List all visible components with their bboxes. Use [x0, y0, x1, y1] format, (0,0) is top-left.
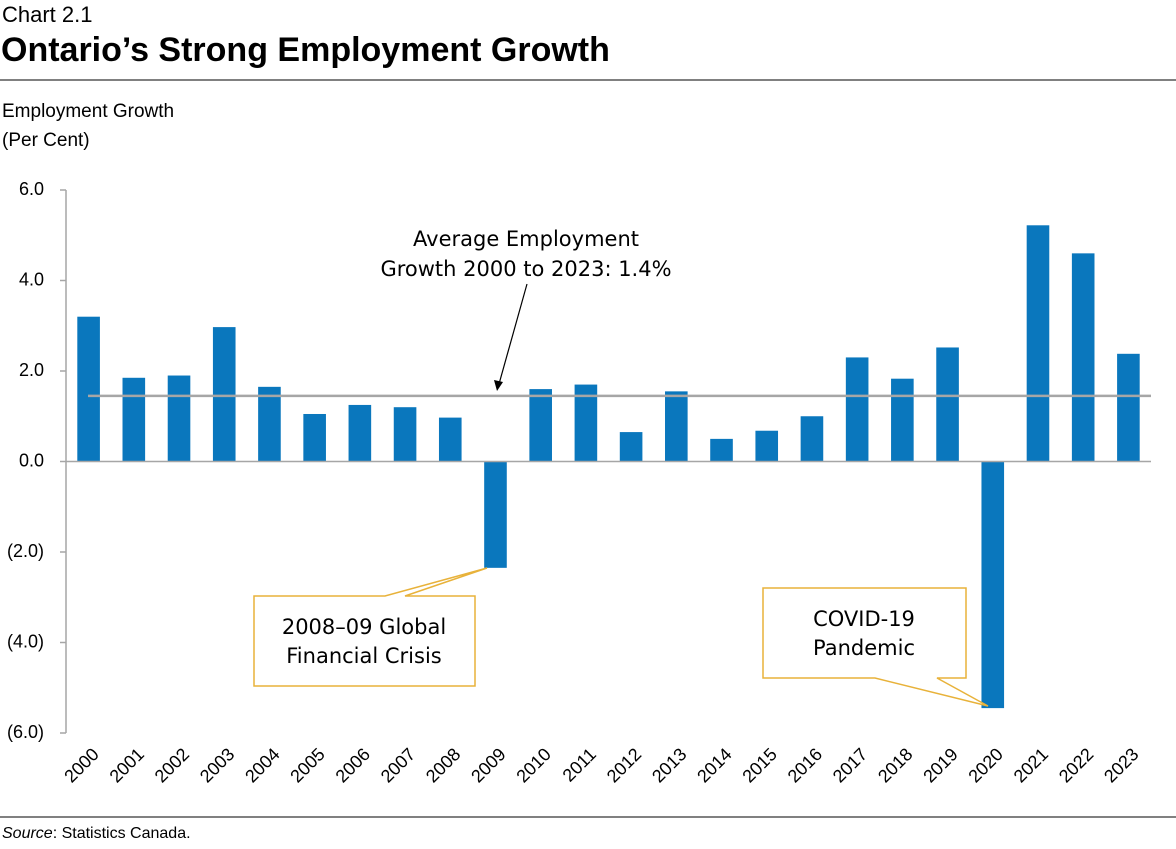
source-text: : Statistics Canada. — [53, 825, 191, 842]
x-tick-label: 2008 — [422, 744, 464, 786]
x-tick-label: 2012 — [603, 744, 645, 786]
x-tick-label: 2006 — [332, 744, 374, 786]
bar — [1117, 353, 1140, 462]
annotation: Pandemic — [813, 636, 915, 660]
bar — [845, 357, 869, 462]
y-tick-label: 6.0 — [19, 179, 44, 199]
source-label: Source — [2, 825, 53, 842]
x-tick-label: 2021 — [1010, 744, 1052, 786]
bar — [77, 316, 100, 462]
annotation: 2008–09 Global — [282, 615, 446, 639]
y-tick-label: 4.0 — [19, 269, 44, 289]
x-tick-label: 2001 — [106, 744, 148, 786]
y-tick-label: 2.0 — [19, 360, 44, 380]
y-axis-label: Employment Growth — [2, 101, 174, 122]
annotation-arrow — [498, 283, 528, 385]
bar — [122, 377, 146, 462]
bar — [438, 417, 462, 462]
x-tick-label: 2018 — [874, 744, 916, 786]
bar — [891, 378, 914, 462]
y-tick-label: (2.0) — [7, 541, 44, 561]
bar — [393, 407, 417, 462]
bar — [1071, 253, 1095, 462]
x-tick-label: 2013 — [648, 744, 690, 786]
annotation: Average Employment — [413, 227, 639, 251]
x-tick-label: 2020 — [964, 744, 1006, 786]
bar — [981, 461, 1005, 709]
x-tick-label: 2019 — [919, 744, 961, 786]
annotation: Financial Crisis — [286, 644, 441, 668]
bar — [348, 404, 372, 462]
y-tick-label: (6.0) — [7, 722, 44, 742]
bar — [212, 327, 236, 462]
x-tick-label: 2011 — [559, 744, 601, 786]
bar — [619, 432, 643, 462]
x-tick-label: 2005 — [286, 744, 328, 786]
x-tick-label: 2000 — [60, 744, 102, 786]
bar — [710, 438, 733, 462]
bar — [800, 416, 824, 462]
bar — [755, 430, 779, 462]
arrow-head — [494, 380, 503, 391]
bar — [258, 386, 281, 462]
x-tick-label: 2014 — [693, 744, 735, 786]
bar — [1026, 225, 1050, 462]
svg-text:Source: Statistics Canada.: Source: Statistics Canada. — [2, 825, 191, 842]
annotation: Growth 2000 to 2023: 1.4% — [380, 257, 671, 281]
y-tick-label: 0.0 — [19, 450, 44, 470]
bar — [303, 413, 326, 462]
x-tick-label: 2010 — [512, 744, 554, 786]
x-tick-label: 2009 — [467, 744, 509, 786]
x-tick-label: 2004 — [241, 744, 283, 786]
bar — [484, 461, 507, 568]
y-tick-label: (4.0) — [7, 631, 44, 651]
callout-box — [762, 587, 989, 707]
x-tick-label: 2017 — [829, 744, 871, 786]
bar — [936, 347, 959, 462]
x-tick-label: 2003 — [196, 744, 238, 786]
bar — [665, 391, 688, 462]
y-axis-label: (Per Cent) — [2, 130, 90, 151]
chart-title: Ontario’s Strong Employment Growth — [1, 31, 610, 69]
x-tick-label: 2002 — [151, 744, 193, 786]
x-tick-label: 2007 — [377, 744, 419, 786]
bar — [167, 375, 191, 462]
x-tick-label: 2015 — [738, 744, 780, 786]
bar — [529, 389, 552, 462]
chart-kicker: Chart 2.1 — [2, 2, 93, 27]
x-tick-label: 2022 — [1055, 744, 1097, 786]
annotation: COVID-19 — [813, 607, 915, 631]
callout-box — [253, 567, 488, 687]
x-tick-label: 2023 — [1100, 744, 1142, 786]
bar — [574, 384, 598, 462]
x-tick-label: 2016 — [784, 744, 826, 786]
